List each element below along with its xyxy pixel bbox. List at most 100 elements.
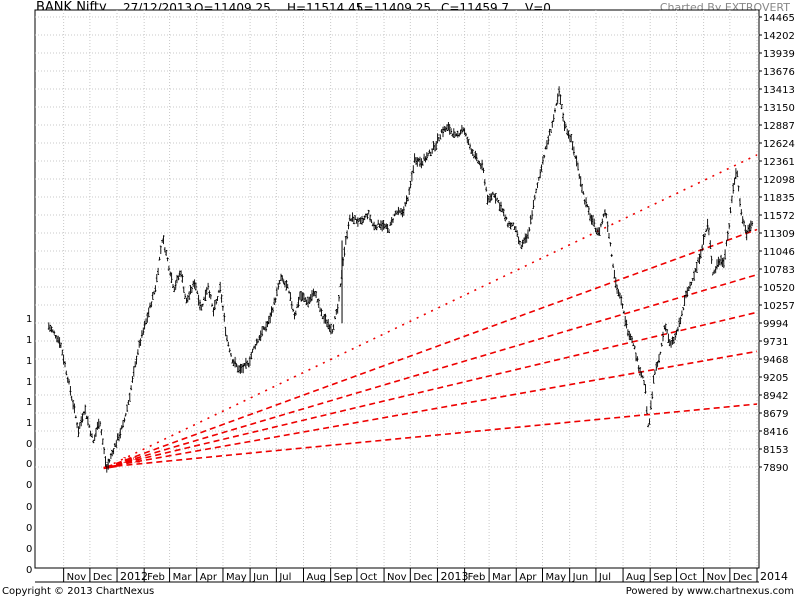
price-bar — [712, 272, 714, 276]
price-bar — [323, 314, 326, 324]
price-bar — [505, 216, 508, 220]
price-bar — [274, 297, 277, 303]
price-bar — [502, 208, 505, 217]
fibonacci-fan — [103, 154, 758, 470]
price-bar — [348, 214, 351, 222]
grid — [35, 10, 759, 568]
price-bar — [182, 286, 185, 293]
price-bar — [437, 137, 440, 142]
price-bar — [219, 281, 222, 293]
price-bar — [107, 458, 110, 470]
price-bar — [725, 239, 728, 247]
price-bar — [100, 429, 103, 436]
price-bar — [653, 369, 656, 375]
price-bar — [487, 195, 490, 203]
price-bar — [732, 183, 735, 194]
price-bar — [383, 223, 386, 229]
price-bar — [267, 315, 270, 325]
price-bar — [572, 146, 575, 156]
price-bar — [620, 295, 623, 305]
price-bar — [660, 342, 663, 347]
x-tick-label: Apr — [519, 572, 537, 583]
price-bar — [388, 229, 390, 234]
price-bar — [409, 180, 412, 189]
price-bar — [699, 249, 702, 259]
price-bar — [452, 128, 455, 138]
price-bar — [394, 210, 397, 215]
price-bar — [536, 182, 539, 189]
price-bar — [625, 319, 628, 329]
price-bar — [564, 123, 567, 129]
price-bar — [296, 303, 299, 309]
price-bar — [662, 331, 664, 342]
price-bar — [282, 279, 285, 285]
price-bar — [58, 337, 61, 348]
price-bar — [369, 214, 372, 222]
price-bar — [709, 240, 712, 249]
price-bar — [489, 193, 492, 203]
price-bar — [336, 303, 339, 314]
price-bar — [577, 162, 579, 171]
left-tick-label: 1 — [26, 397, 32, 408]
price-bar — [558, 86, 561, 97]
price-bar — [521, 239, 524, 248]
price-bar — [278, 280, 281, 285]
price-bar — [655, 362, 658, 371]
price-bar — [640, 371, 643, 378]
price-bar — [118, 433, 120, 442]
price-bar — [213, 300, 216, 311]
y-tick-label: 9994 — [763, 319, 788, 330]
price-bar — [49, 324, 52, 332]
price-bar — [541, 156, 544, 165]
price-bar — [289, 292, 292, 301]
price-bar — [540, 164, 543, 172]
price-bar — [217, 289, 220, 293]
price-bar — [535, 188, 538, 194]
price-bar — [726, 230, 729, 240]
price-bar — [378, 223, 381, 229]
price-bar — [397, 206, 400, 215]
price-bar — [420, 158, 423, 169]
price-bar — [86, 415, 89, 426]
chart-footer: Copyright © 2013 ChartNexus Powered by w… — [0, 585, 800, 600]
price-bar — [112, 448, 115, 455]
left-tick-label: 0 — [26, 523, 32, 534]
price-bar — [701, 244, 704, 252]
price-bar — [432, 141, 435, 150]
price-bar — [531, 210, 534, 220]
price-bar — [415, 157, 417, 165]
price-bar — [689, 281, 691, 289]
price-bar — [203, 296, 205, 300]
price-bar — [621, 303, 624, 309]
price-bar — [483, 179, 486, 186]
price-bar — [328, 324, 331, 332]
fan-line — [106, 350, 758, 468]
left-tick-label: 1 — [26, 335, 32, 346]
price-bar — [485, 186, 488, 192]
price-bar — [290, 301, 293, 309]
price-bar — [139, 338, 142, 346]
price-bar — [162, 235, 165, 245]
price-bar — [354, 215, 357, 220]
price-bar — [128, 392, 131, 402]
price-bar — [207, 282, 210, 290]
left-tick-label: 0 — [26, 439, 32, 450]
price-bar — [80, 416, 83, 427]
price-bar — [251, 348, 254, 353]
price-bar — [497, 200, 500, 204]
y-tick-label: 12098 — [763, 175, 795, 186]
price-bar — [161, 239, 164, 243]
price-bar — [520, 244, 523, 250]
price-bar — [529, 215, 532, 225]
left-tick-label: 1 — [26, 418, 32, 429]
price-bar — [145, 318, 147, 325]
price-bar — [73, 403, 76, 414]
price-bar — [751, 221, 754, 227]
price-bar — [351, 212, 354, 222]
price-bar — [570, 134, 573, 143]
price-bar — [636, 356, 639, 362]
y-tick-label: 10520 — [763, 283, 795, 294]
price-bar — [157, 267, 160, 276]
fan-line — [106, 403, 758, 468]
